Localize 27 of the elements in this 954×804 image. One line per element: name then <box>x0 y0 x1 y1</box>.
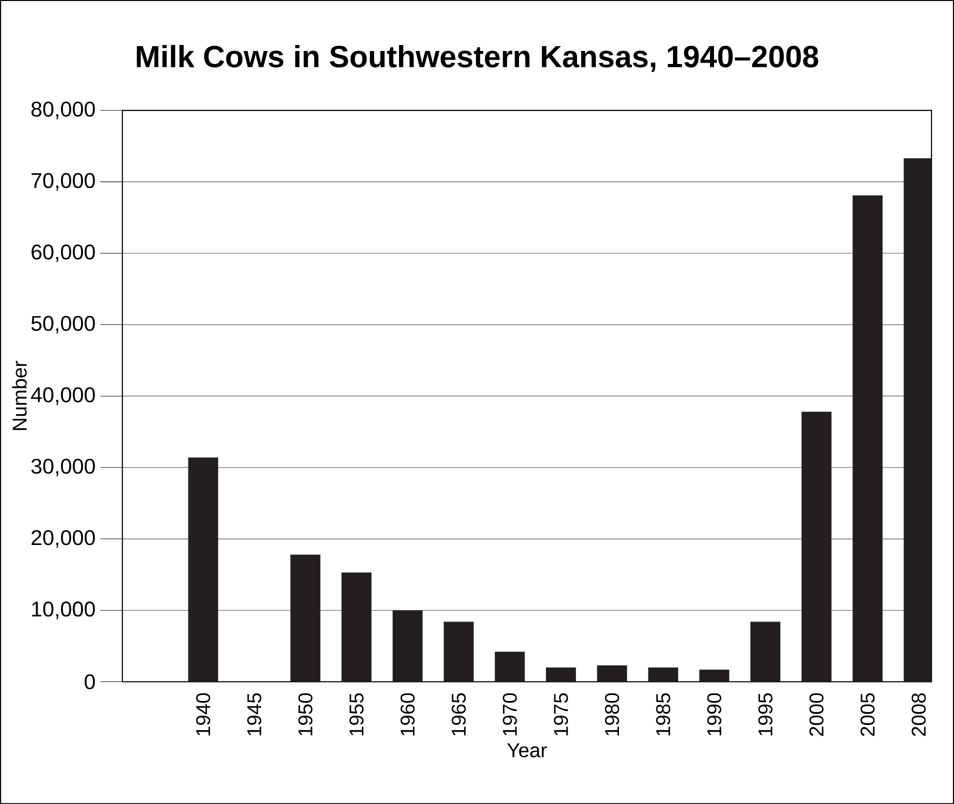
x-tick-label: 2000 <box>809 693 824 736</box>
y-tick-label: 40,000 <box>31 387 95 405</box>
x-tick-label: 1975 <box>554 693 568 736</box>
y-tick-label: 0 <box>84 674 95 690</box>
y-tick-label: 80,000 <box>31 102 95 120</box>
x-tick-label: 1970 <box>502 693 517 736</box>
y-tick-label: 30,000 <box>31 458 95 476</box>
x-tick-label: 1955 <box>349 693 364 736</box>
x-tick-label: 1985 <box>656 693 670 736</box>
y-axis-title: Number <box>12 360 27 430</box>
x-tick-label: 1950 <box>298 693 312 736</box>
y-tick-label: 50,000 <box>31 316 95 334</box>
x-tick-label: 1990 <box>707 693 722 736</box>
x-axis-title: Year <box>507 743 547 758</box>
x-tick-label: 1995 <box>758 693 772 736</box>
x-tick-label: 1965 <box>452 693 466 736</box>
x-tick-label: 1980 <box>604 693 620 736</box>
x-tick-label: 2005 <box>860 693 875 736</box>
chart-title: Milk Cows in Southwestern Kansas, 1940–2008 <box>136 44 818 72</box>
x-tick-label: 1960 <box>400 693 415 736</box>
y-tick-label: 10,000 <box>32 601 95 620</box>
x-tick-label: 2008 <box>912 693 926 736</box>
x-tick-label: 1940 <box>196 693 210 736</box>
y-tick-label: 70,000 <box>32 172 95 191</box>
y-tick-label: 20,000 <box>32 530 95 548</box>
y-tick-label: 60,000 <box>32 244 95 262</box>
x-tick-label: 1945 <box>247 693 262 736</box>
